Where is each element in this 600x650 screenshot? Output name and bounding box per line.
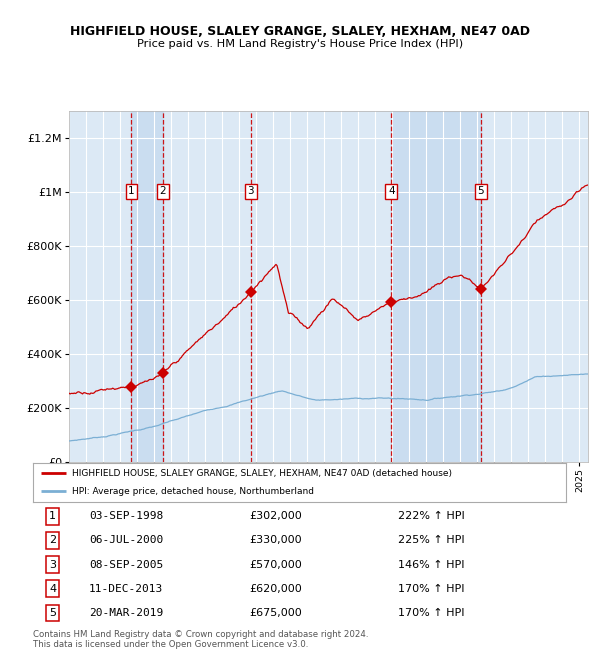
Text: 146% ↑ HPI: 146% ↑ HPI [398, 560, 464, 569]
Text: 03-SEP-1998: 03-SEP-1998 [89, 512, 163, 521]
Text: 1: 1 [128, 187, 135, 196]
Text: HIGHFIELD HOUSE, SLALEY GRANGE, SLALEY, HEXHAM, NE47 0AD (detached house): HIGHFIELD HOUSE, SLALEY GRANGE, SLALEY, … [72, 469, 452, 478]
Text: Price paid vs. HM Land Registry's House Price Index (HPI): Price paid vs. HM Land Registry's House … [137, 39, 463, 49]
Text: 06-JUL-2000: 06-JUL-2000 [89, 536, 163, 545]
Text: 170% ↑ HPI: 170% ↑ HPI [398, 584, 464, 593]
Text: 170% ↑ HPI: 170% ↑ HPI [398, 608, 464, 617]
Text: 08-SEP-2005: 08-SEP-2005 [89, 560, 163, 569]
Text: 4: 4 [49, 584, 56, 593]
Bar [391, 111, 481, 461]
Text: 11-DEC-2013: 11-DEC-2013 [89, 584, 163, 593]
Text: £675,000: £675,000 [249, 608, 302, 617]
Text: 3: 3 [247, 187, 254, 196]
Text: 20-MAR-2019: 20-MAR-2019 [89, 608, 163, 617]
Text: Contains HM Land Registry data © Crown copyright and database right 2024.
This d: Contains HM Land Registry data © Crown c… [33, 630, 368, 649]
Text: £302,000: £302,000 [249, 512, 302, 521]
Text: 2: 2 [49, 536, 56, 545]
Text: £620,000: £620,000 [249, 584, 302, 593]
Text: 4: 4 [388, 187, 395, 196]
Text: 3: 3 [49, 560, 56, 569]
Text: 222% ↑ HPI: 222% ↑ HPI [398, 512, 465, 521]
Text: 225% ↑ HPI: 225% ↑ HPI [398, 536, 464, 545]
Text: HIGHFIELD HOUSE, SLALEY GRANGE, SLALEY, HEXHAM, NE47 0AD: HIGHFIELD HOUSE, SLALEY GRANGE, SLALEY, … [70, 25, 530, 38]
Text: HPI: Average price, detached house, Northumberland: HPI: Average price, detached house, Nort… [72, 487, 314, 496]
Text: 2: 2 [160, 187, 166, 196]
Text: 5: 5 [49, 608, 56, 617]
Text: £330,000: £330,000 [249, 536, 302, 545]
Bar [131, 111, 163, 461]
Text: 1: 1 [49, 512, 56, 521]
Text: 5: 5 [478, 187, 484, 196]
Text: £570,000: £570,000 [249, 560, 302, 569]
